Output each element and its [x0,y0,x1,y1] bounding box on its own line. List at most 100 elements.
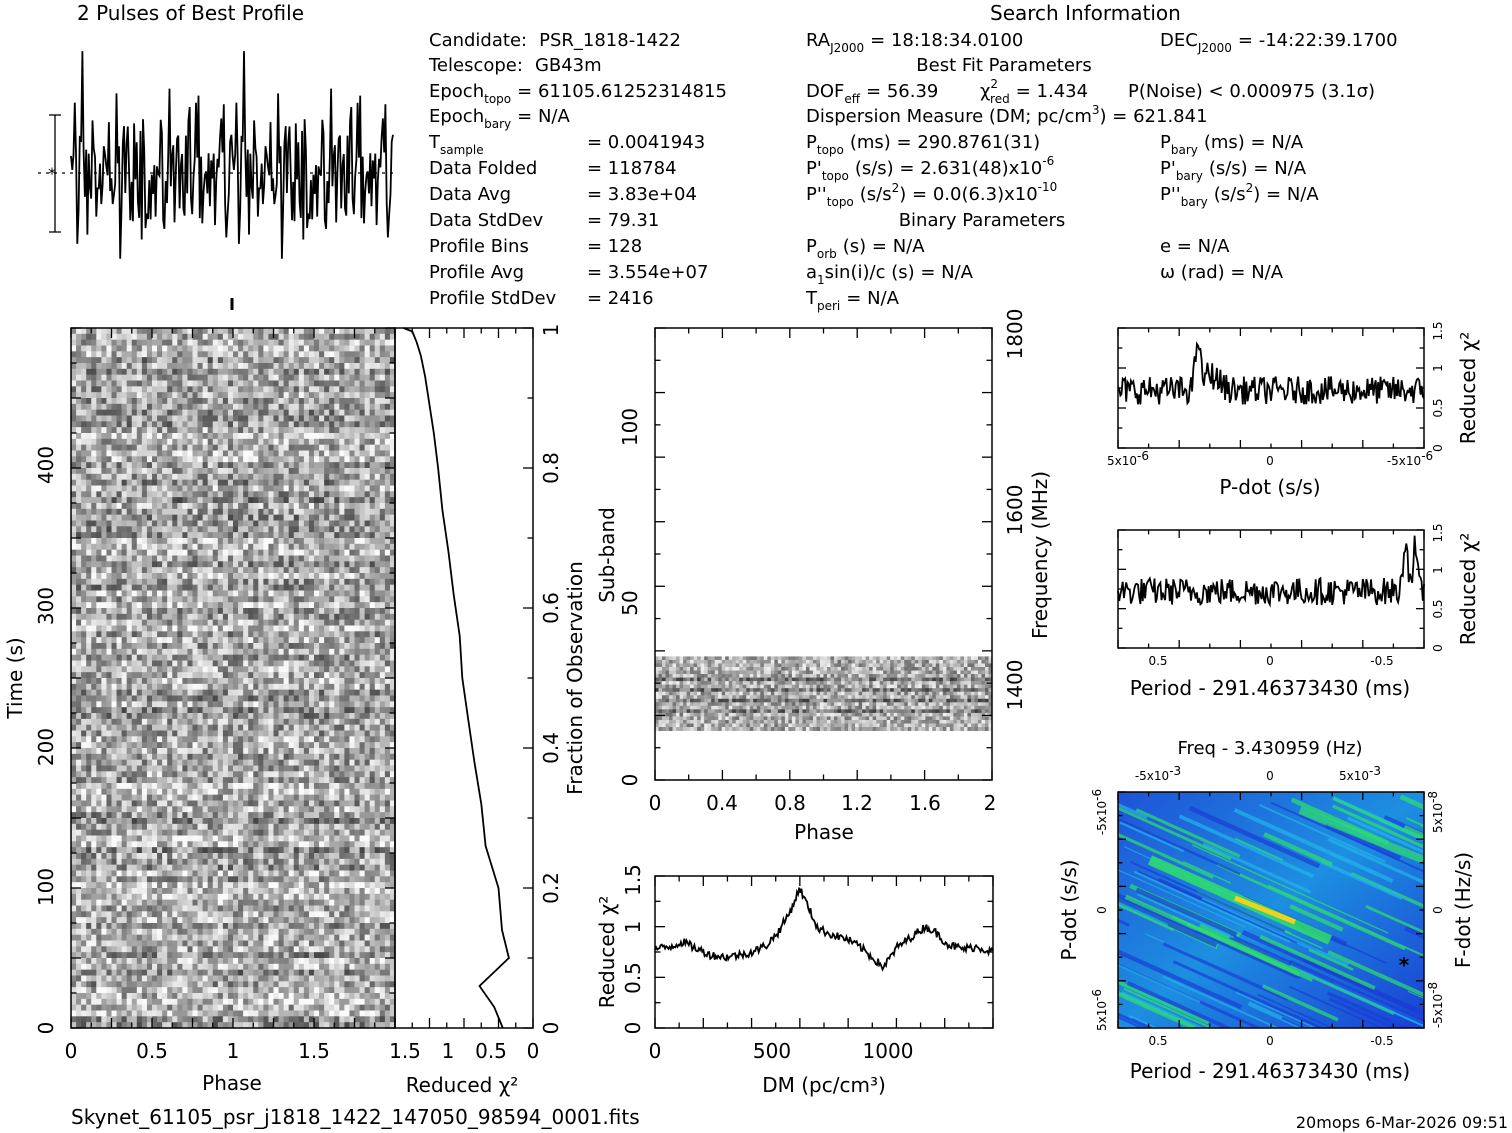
time-phase-cell [248,438,254,446]
time-phase-cell [263,549,269,556]
time-phase-cell [111,683,117,691]
time-phase-cell [121,444,128,451]
time-phase-cell [192,427,198,434]
time-phase-cell [172,333,178,341]
time-phase-cell [222,555,229,562]
time-phase-cell [329,526,335,533]
time-phase-cell [298,351,305,358]
time-phase-cell [293,625,300,632]
time-phase-cell [339,742,345,749]
time-phase-cell [96,584,102,591]
time-phase-cell [319,339,325,346]
time-phase-cell [384,392,391,399]
time-phase-cell [197,438,204,446]
time-phase-cell [319,678,325,685]
time-phase-cell [111,672,117,679]
time-phase-cell [389,328,395,335]
time-phase-cell [146,532,153,539]
time-phase-cell [152,689,158,696]
time-phase-cell [273,473,279,481]
time-phase-cell [238,736,244,743]
time-phase-cell [238,508,244,516]
time-phase-cell [121,561,128,568]
time-phase-cell [157,596,163,603]
time-phase-cell [263,386,269,393]
time-phase-cell [101,508,107,516]
time-phase-cell [192,707,198,714]
time-phase-cell [384,573,391,580]
time-phase-cell [76,345,82,352]
time-phase-cell [202,648,209,656]
time-phase-cell [379,508,386,516]
time-phase-cell [243,695,249,702]
time-phase-cell [71,578,77,586]
time-phase-cell [136,555,143,562]
time-phase-cell [86,561,92,568]
time-phase-cell [389,450,395,457]
time-phase-cell [96,392,102,399]
time-phase-cell [268,386,274,393]
time-phase-cell [217,514,224,521]
time-phase-cell [334,689,340,696]
time-phase-cell [359,374,366,381]
time-phase-cell [91,444,97,451]
time-phase-cell [202,363,209,370]
time-phase-cell [243,409,249,416]
time-phase-cell [141,438,148,446]
time-phase-cell [152,363,158,370]
time-phase-cell [324,363,330,370]
time-phase-cell [217,549,224,556]
time-phase-cell [197,450,204,457]
time-phase-cell [303,450,310,457]
time-phase-cell [227,409,234,416]
time-phase-cell [76,468,82,475]
time-phase-cell [288,742,295,749]
time-phase-cell [298,637,305,644]
time-phase-cell [308,602,315,609]
time-phase-cell [293,573,300,580]
time-phase-cell [379,759,386,766]
time-phase-cell [303,345,310,352]
time-phase-cell [263,456,269,463]
time-phase-cell [248,584,254,591]
time-phase-cell [197,578,204,586]
time-phase-cell [369,567,376,574]
time-phase-cell [263,689,269,696]
time-phase-cell [146,485,153,492]
time-phase-cell [379,479,386,486]
time-phase-cell [324,497,330,504]
time-phase-cell [152,438,158,446]
time-phase-cell [314,485,320,492]
time-phase-cell [157,468,163,475]
time-phase-cell [126,730,133,737]
time-phase-cell [268,503,274,510]
time-phase-cell [91,567,97,574]
time-phase-cell [126,514,133,521]
time-phase-cell [334,491,340,498]
time-phase-cell [101,497,107,504]
time-phase-cell [308,724,315,731]
time-phase-cell [101,526,107,533]
time-phase-cell [212,567,219,574]
time-phase-cell [314,753,320,761]
time-phase-cell [172,468,178,475]
time-phase-cell [253,386,259,393]
time-phase-cell [217,508,224,516]
time-phase-cell [319,473,325,481]
time-phase-cell [86,357,92,364]
time-phase-cell [268,363,274,370]
time-phase-cell [182,363,188,370]
time-phase-cell [141,672,148,679]
time-phase-cell [167,672,173,679]
time-phase-cell [314,567,320,574]
time-phase-cell [359,526,366,533]
time-phase-cell [227,753,234,761]
time-phase-cell [278,765,285,772]
time-phase-cell [177,666,183,673]
time-phase-cell [288,567,295,574]
time-phase-cell [146,473,153,481]
time-phase-cell [308,660,315,667]
time-phase-cell [248,497,254,504]
time-phase-cell [202,386,209,393]
time-phase-cell [177,648,183,656]
